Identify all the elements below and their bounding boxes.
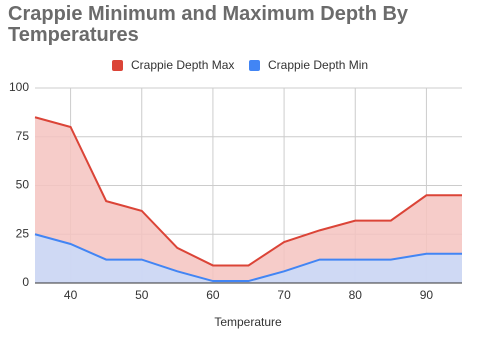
x-tick-label: 90 [420, 288, 434, 302]
x-tick-label: 70 [277, 288, 291, 302]
area-fill [35, 117, 462, 283]
legend-label: Crappie Depth Max [131, 58, 234, 72]
area-line [34, 233, 462, 283]
y-tick-label: 50 [16, 178, 30, 192]
x-tick-label: 80 [349, 288, 363, 302]
y-tick-label: 75 [16, 129, 30, 143]
x-tick-label: 50 [135, 288, 149, 302]
y-tick-label: 100 [9, 80, 29, 94]
y-tick-label: 0 [22, 275, 29, 289]
x-tick-label: 40 [64, 288, 78, 302]
area-fill [35, 234, 462, 283]
x-axis-title: Temperature [214, 315, 282, 329]
y-tick-label: 25 [16, 226, 30, 240]
legend-label: Crappie Depth Min [268, 58, 368, 72]
x-tick-label: 60 [206, 288, 220, 302]
legend-swatch [249, 60, 260, 71]
legend-swatch [112, 60, 123, 71]
chart-title: Crappie Minimum and Maximum Depth By Tem… [8, 3, 409, 46]
area-line [34, 116, 462, 267]
